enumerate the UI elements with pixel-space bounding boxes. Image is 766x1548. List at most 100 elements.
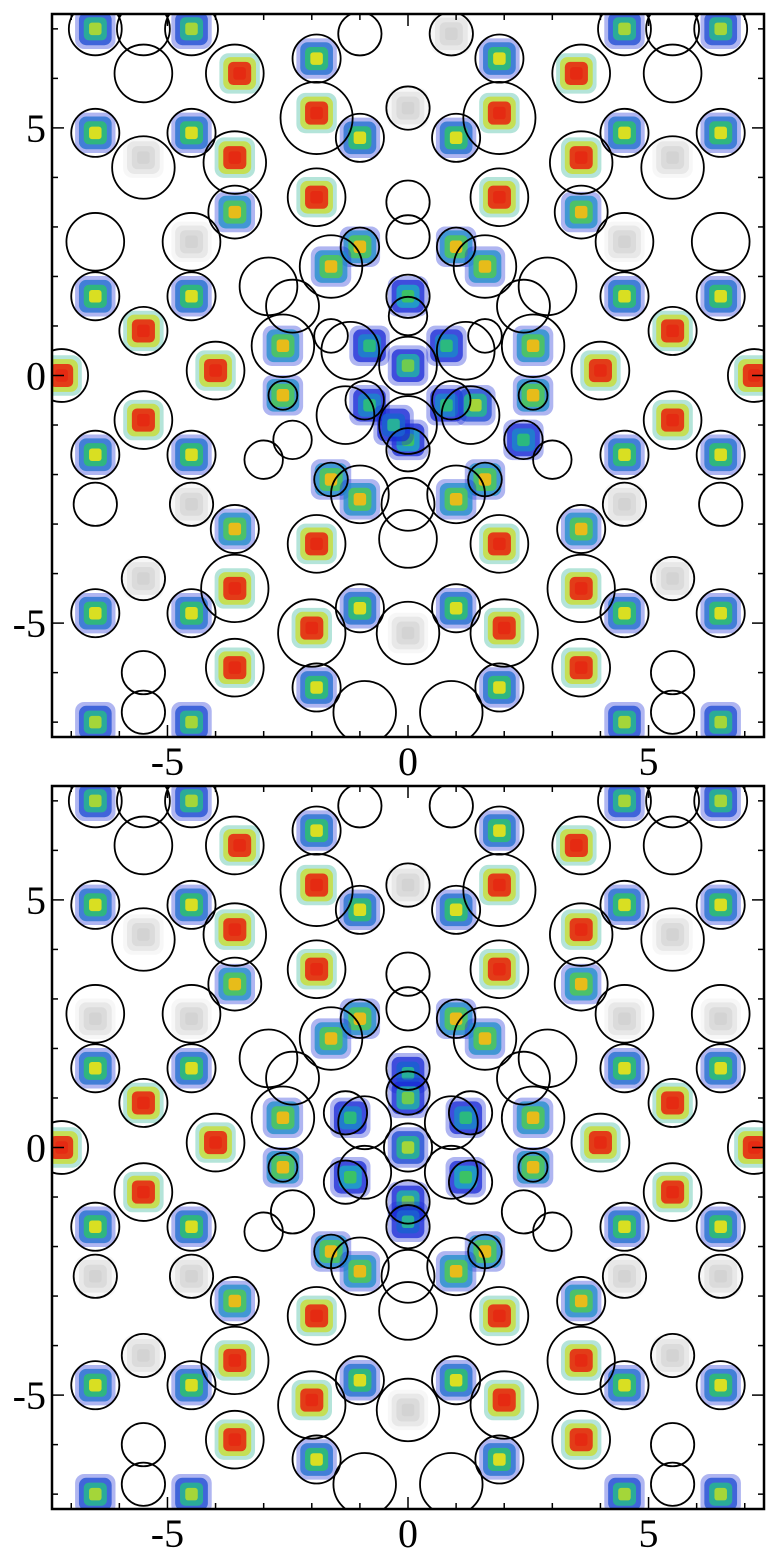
site-circle bbox=[599, 429, 650, 480]
site-circle bbox=[551, 43, 611, 104]
site-circle bbox=[243, 439, 284, 480]
site-circle bbox=[70, 588, 121, 639]
site-circle bbox=[113, 1162, 174, 1222]
site-circle bbox=[337, 1144, 393, 1200]
density-peak bbox=[171, 484, 212, 525]
density-peak bbox=[604, 786, 645, 822]
site-circle bbox=[166, 1201, 217, 1252]
x-tick-label: -5 bbox=[151, 739, 184, 784]
site-circle bbox=[375, 600, 441, 666]
density-peak bbox=[604, 1364, 645, 1406]
site-circle bbox=[330, 1236, 390, 1297]
density-peak bbox=[296, 667, 337, 708]
density-peak bbox=[171, 998, 212, 1039]
density-peak bbox=[435, 1251, 477, 1292]
site-circle bbox=[597, 786, 652, 829]
site-circle bbox=[166, 879, 217, 930]
density-peak bbox=[349, 325, 390, 366]
density-peak bbox=[171, 1206, 212, 1247]
x-tick-label: 5 bbox=[639, 739, 659, 784]
site-circle bbox=[164, 14, 219, 57]
site-circle bbox=[161, 984, 222, 1044]
density-peak bbox=[484, 607, 525, 649]
site-circle bbox=[337, 14, 383, 57]
density-peak bbox=[296, 177, 337, 218]
site-circle bbox=[286, 514, 347, 574]
density-peak bbox=[291, 1379, 332, 1421]
density-peak bbox=[604, 884, 645, 926]
density-peak bbox=[604, 1206, 645, 1247]
site-circle bbox=[209, 504, 260, 554]
density-peak bbox=[310, 1018, 352, 1059]
density-peak bbox=[75, 592, 116, 634]
density-peak bbox=[75, 112, 116, 154]
top-panel: -5 0 5 5 0 -5 bbox=[13, 12, 766, 784]
site-circle bbox=[339, 998, 381, 1039]
density-peak bbox=[560, 963, 602, 1005]
site-circle bbox=[378, 395, 438, 455]
site-circle bbox=[161, 212, 222, 272]
density-peak bbox=[734, 355, 764, 396]
site-circle bbox=[385, 179, 431, 225]
density-peak bbox=[296, 1295, 337, 1337]
site-circle bbox=[70, 271, 121, 322]
density-peak bbox=[75, 701, 116, 737]
density-peak bbox=[464, 246, 506, 287]
x-tick-label: 5 bbox=[639, 1511, 659, 1548]
density-peak bbox=[604, 484, 645, 525]
site-circle bbox=[120, 650, 166, 696]
density-peak bbox=[652, 310, 693, 352]
plot-area bbox=[52, 786, 764, 1509]
site-circle bbox=[599, 1201, 650, 1252]
density-peak bbox=[435, 588, 477, 629]
density-peak bbox=[171, 1364, 212, 1406]
site-circle bbox=[70, 1360, 121, 1411]
site-circle bbox=[113, 390, 174, 450]
site-circle bbox=[546, 553, 616, 624]
site-circle bbox=[111, 135, 176, 200]
site-circle bbox=[556, 504, 607, 554]
site-circle bbox=[642, 43, 703, 104]
density-peak bbox=[214, 137, 256, 178]
site-circle bbox=[431, 380, 472, 421]
density-peak bbox=[310, 246, 352, 287]
site-circle bbox=[650, 1422, 696, 1468]
density-peak bbox=[435, 117, 477, 159]
site-circle bbox=[469, 1370, 539, 1440]
density-peak bbox=[339, 1251, 381, 1292]
density-peak bbox=[171, 112, 212, 154]
density-peak bbox=[310, 459, 352, 500]
site-circle bbox=[200, 1325, 270, 1396]
density-peak bbox=[479, 810, 520, 851]
site-circle bbox=[385, 1179, 431, 1225]
site-circle bbox=[111, 907, 176, 972]
density-peak bbox=[171, 276, 212, 317]
density-peak bbox=[512, 325, 554, 366]
density-peak bbox=[455, 385, 496, 426]
site-circle bbox=[70, 429, 121, 480]
density-peak bbox=[75, 884, 116, 926]
density-peak bbox=[339, 588, 381, 629]
site-circle bbox=[65, 984, 126, 1044]
site-circle bbox=[435, 320, 496, 381]
site-circle bbox=[120, 1422, 166, 1468]
site-circle bbox=[693, 786, 749, 829]
site-circle bbox=[70, 879, 121, 930]
density-peak bbox=[262, 325, 304, 366]
site-circle bbox=[428, 786, 474, 829]
density-peak bbox=[75, 434, 116, 475]
density-peak bbox=[604, 998, 645, 1039]
site-circle bbox=[205, 43, 265, 104]
density-peak bbox=[604, 112, 645, 154]
density-peak bbox=[479, 1295, 520, 1337]
site-circle bbox=[385, 273, 431, 319]
site-circle bbox=[549, 902, 614, 967]
density-peak bbox=[339, 226, 381, 267]
density-peak bbox=[195, 350, 236, 391]
site-circle bbox=[462, 81, 537, 155]
site-circle bbox=[67, 786, 123, 829]
density-peak bbox=[700, 998, 741, 1039]
density-peak bbox=[214, 1340, 256, 1381]
site-circle bbox=[385, 862, 431, 908]
site-circle bbox=[553, 184, 609, 240]
